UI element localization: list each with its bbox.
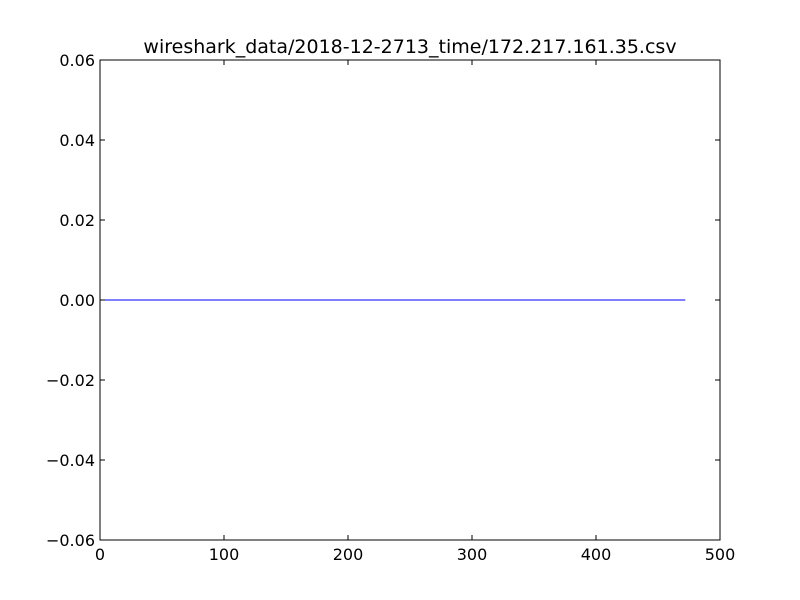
y-tick-label: −0.02: [46, 371, 95, 390]
x-tick-label: 500: [705, 545, 736, 564]
y-tick-label: 0.02: [59, 211, 95, 230]
x-tick-label: 400: [581, 545, 612, 564]
chart-title: wireshark_data/2018-12-2713_time/172.217…: [143, 36, 676, 58]
y-tick-label: 0.00: [59, 291, 95, 310]
y-tick-label: −0.06: [46, 531, 95, 550]
y-tick-label: 0.04: [59, 131, 95, 150]
x-tick-label: 100: [209, 545, 240, 564]
x-tick-label: 300: [457, 545, 488, 564]
y-tick-label: −0.04: [46, 451, 95, 470]
plot-frame: [99, 59, 721, 541]
x-tick-label: 200: [333, 545, 364, 564]
y-tick-label: 0.06: [59, 51, 95, 70]
x-tick-label: 0: [95, 545, 105, 564]
